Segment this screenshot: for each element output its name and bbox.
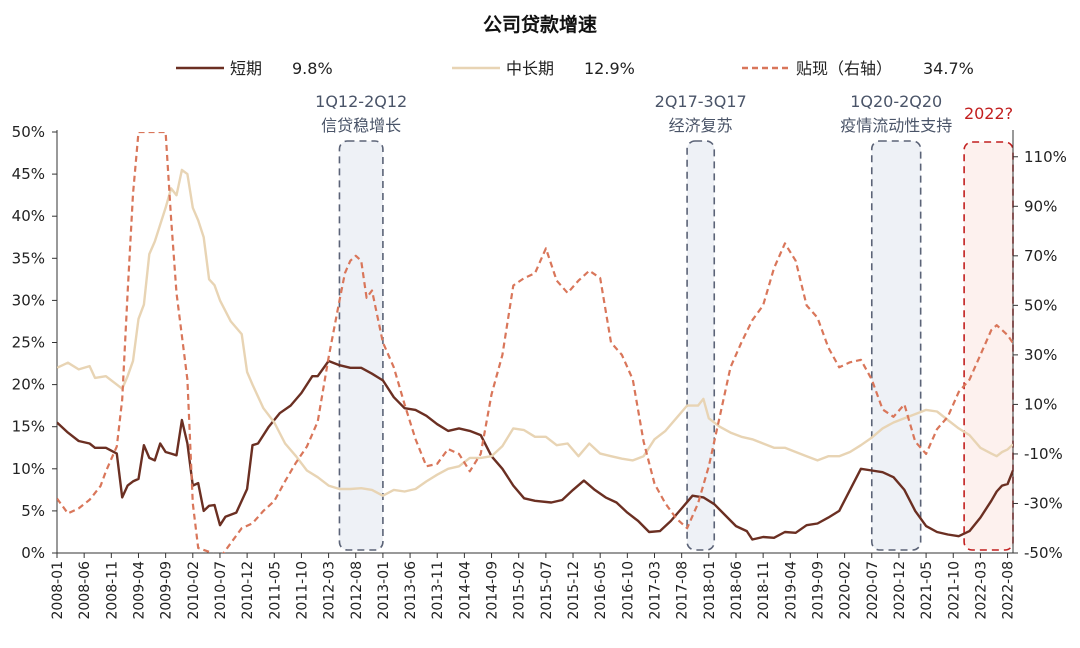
y2-tick-label: -30% bbox=[1024, 494, 1063, 512]
annotation-labels: 1Q12-2Q12 信贷稳增长 2Q17-3Q17 经济复苏 1Q20-2Q20 疫情流动… bbox=[315, 92, 1013, 135]
y-tick-label: 35% bbox=[12, 249, 45, 267]
annotation-label: 2022? bbox=[964, 104, 1013, 123]
x-tick-label: 2015-12 bbox=[566, 561, 582, 620]
series-line bbox=[57, 168, 1013, 497]
legend-value: 34.7% bbox=[923, 59, 974, 78]
x-tick-label: 2020-07 bbox=[865, 561, 881, 620]
axes: 0% 5% 10% 15% 20% 25% 30% 35% 40% 45% 50% -50% -30% -… bbox=[12, 123, 1067, 620]
y2-tick-label: 50% bbox=[1024, 296, 1057, 314]
y2-tick-label: 110% bbox=[1024, 148, 1067, 166]
annotation-label: 2Q17-3Q17 bbox=[655, 92, 747, 111]
y2-tick-label: -10% bbox=[1024, 445, 1063, 463]
x-tick-label: 2009-09 bbox=[159, 561, 175, 620]
annotation-band bbox=[338, 140, 384, 551]
x-tick-label: 2009-04 bbox=[131, 561, 147, 620]
y-tick-label: 25% bbox=[12, 334, 45, 352]
x-tick-label: 2019-09 bbox=[810, 561, 826, 620]
y2-tick-label: 90% bbox=[1024, 197, 1057, 215]
x-tick-label: 2022-08 bbox=[1001, 561, 1017, 620]
x-tick-label: 2014-09 bbox=[485, 561, 501, 620]
series-lines bbox=[57, 132, 1013, 553]
x-tick-label: 2016-05 bbox=[593, 561, 609, 620]
series-line bbox=[57, 359, 1013, 541]
annotation-sublabel: 经济复苏 bbox=[669, 116, 733, 135]
y-tick-label: 40% bbox=[12, 207, 45, 225]
y-tick-label: 50% bbox=[12, 123, 45, 141]
annotation-band bbox=[963, 141, 1014, 551]
y-tick-label: 15% bbox=[12, 418, 45, 436]
legend: 短期 9.8% 中长期 12.9% 贴现（右轴） 34.7% bbox=[176, 59, 974, 78]
x-tick-label: 2010-07 bbox=[213, 561, 229, 620]
x-tick-label: 2015-07 bbox=[539, 561, 555, 620]
legend-value: 9.8% bbox=[292, 59, 333, 78]
annotation-band bbox=[686, 140, 716, 551]
x-tick-label: 2019-04 bbox=[783, 561, 799, 620]
x-tick-label: 2020-12 bbox=[892, 561, 908, 620]
x-tick-label: 2008-06 bbox=[77, 561, 93, 620]
chart-title: 公司贷款增速 bbox=[483, 13, 597, 36]
x-tick-label: 2018-06 bbox=[729, 561, 745, 620]
annotation-label: 1Q12-2Q12 bbox=[315, 92, 407, 111]
legend-label: 贴现（右轴） bbox=[796, 59, 892, 78]
x-tick-label: 2011-05 bbox=[267, 561, 283, 620]
x-tick-label: 2011-10 bbox=[294, 561, 310, 620]
x-tick-label: 2015-02 bbox=[512, 561, 528, 620]
x-tick-label: 2021-10 bbox=[946, 561, 962, 620]
annotation-band bbox=[870, 140, 922, 551]
x-tick-label: 2021-05 bbox=[919, 561, 935, 620]
x-tick-label: 2013-01 bbox=[376, 561, 392, 620]
x-tick-label: 2012-08 bbox=[349, 561, 365, 620]
x-tick-label: 2017-03 bbox=[648, 561, 664, 620]
y-tick-label: 5% bbox=[21, 502, 45, 520]
x-tick-label: 2016-10 bbox=[620, 561, 636, 620]
x-tick-label: 2010-12 bbox=[240, 561, 256, 620]
annotation-sublabel: 信贷稳增长 bbox=[321, 116, 401, 135]
legend-label: 短期 bbox=[230, 59, 262, 78]
y2-tick-label: 30% bbox=[1024, 346, 1057, 364]
x-tick-label: 2010-02 bbox=[186, 561, 202, 620]
legend-label: 中长期 bbox=[506, 59, 554, 78]
y2-tick-label: -50% bbox=[1024, 544, 1063, 562]
x-tick-label: 2008-01 bbox=[50, 561, 66, 620]
x-tick-label: 2008-11 bbox=[104, 561, 120, 620]
x-tick-label: 2022-03 bbox=[973, 561, 989, 620]
x-tick-label: 2014-04 bbox=[457, 561, 473, 620]
y2-tick-label: 70% bbox=[1024, 247, 1057, 265]
y-tick-label: 30% bbox=[12, 291, 45, 309]
x-tick-label: 2017-08 bbox=[675, 561, 691, 620]
annotation-sublabel: 疫情流动性支持 bbox=[840, 116, 952, 135]
x-tick-label: 2018-01 bbox=[702, 561, 718, 620]
series-line bbox=[57, 132, 1013, 553]
x-tick-label: 2018-11 bbox=[756, 561, 772, 620]
y-tick-label: 20% bbox=[12, 376, 45, 394]
x-tick-label: 2020-02 bbox=[838, 561, 854, 620]
annotation-label: 1Q20-2Q20 bbox=[850, 92, 942, 111]
y2-tick-label: 10% bbox=[1024, 395, 1057, 413]
y-tick-label: 0% bbox=[21, 544, 45, 562]
legend-value: 12.9% bbox=[584, 59, 635, 78]
x-tick-label: 2012-03 bbox=[322, 561, 338, 620]
annotation-bands bbox=[338, 140, 1014, 551]
x-tick-label: 2013-06 bbox=[403, 561, 419, 620]
y-tick-label: 45% bbox=[12, 165, 45, 183]
y-tick-label: 10% bbox=[12, 460, 45, 478]
x-tick-label: 2013-11 bbox=[430, 561, 446, 620]
